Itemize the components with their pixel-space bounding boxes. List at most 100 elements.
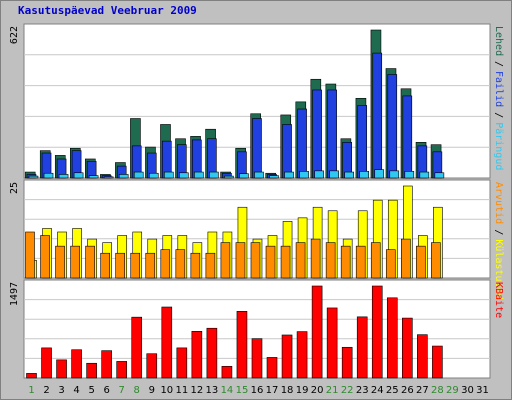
bar-kbaite — [356, 316, 368, 379]
bar-paringud — [148, 172, 159, 179]
chart-title: Kasutuspäevad Veebruar 2009 — [18, 4, 197, 17]
bar-failid — [282, 124, 292, 179]
y-max-label-bottom: 1497 — [9, 282, 20, 306]
bar-kbaite — [206, 327, 218, 379]
bar-paringud — [73, 172, 84, 179]
bar-kbaite — [191, 330, 203, 379]
bar-kbaite — [236, 311, 248, 379]
bar-paringud — [194, 171, 204, 179]
bar-kbaite — [221, 366, 233, 379]
bar-paringud — [434, 172, 445, 179]
bar-paringud — [404, 171, 415, 179]
bar-kbaite — [26, 373, 37, 379]
bar-arvutid — [130, 252, 141, 279]
bar-kbaite — [311, 285, 323, 379]
legend-top-1: Failid — [493, 71, 504, 107]
bar-kbaite — [417, 334, 428, 379]
legend-top-0: Lehed — [493, 26, 504, 56]
bar-paringud — [239, 173, 249, 179]
bar-kbaite — [176, 347, 188, 379]
day-label: 25 — [386, 385, 399, 396]
bar-kbaite — [386, 297, 398, 379]
bar-arvutid — [295, 242, 306, 279]
bar-arvutid — [355, 245, 366, 279]
legend-top-2: Päringud — [493, 122, 504, 170]
bar-kbaite — [326, 307, 338, 379]
bar-kbaite — [281, 334, 293, 379]
bar-paringud — [344, 171, 354, 179]
day-label: 20 — [311, 385, 324, 396]
bar-arvutid — [310, 238, 321, 279]
bar-failid — [357, 105, 368, 179]
bar-failid — [327, 89, 337, 179]
bar-failid — [312, 89, 322, 179]
bar-paringud — [103, 176, 114, 179]
bar-arvutid — [175, 249, 186, 279]
day-label: 19 — [296, 385, 309, 396]
legend-middle-1: Külastused — [493, 239, 504, 299]
day-label: 29 — [446, 385, 459, 396]
bar-arvutid — [265, 245, 276, 279]
bar-arvutid — [85, 245, 95, 279]
legend-middle-sep: / — [493, 229, 504, 235]
bar-arvutid — [401, 238, 411, 279]
day-label: 1 — [28, 385, 34, 396]
bar-arvutid — [235, 242, 246, 279]
legend-top-sep: / — [493, 112, 504, 118]
bar-kbaite — [251, 338, 263, 379]
bar-arvutid — [370, 242, 381, 279]
day-label: 16 — [251, 385, 264, 396]
bar-kbaite — [131, 316, 143, 379]
day-label: 10 — [160, 385, 173, 396]
legend-bottom-0: KBaite — [493, 282, 504, 318]
day-label: 17 — [266, 385, 279, 396]
bar-kbaite — [341, 346, 353, 379]
bar-paringud — [209, 171, 219, 179]
bar-paringud — [269, 175, 279, 179]
day-label: 15 — [236, 385, 249, 396]
bar-paringud — [58, 174, 69, 179]
bar-kbaite — [146, 353, 158, 379]
bar-kbaite — [71, 349, 82, 379]
day-label: 28 — [431, 385, 444, 396]
bar-paringud — [314, 170, 324, 179]
bar-paringud — [359, 171, 370, 179]
day-label: 6 — [103, 385, 109, 396]
day-label: 5 — [88, 385, 94, 396]
bar-arvutid — [55, 245, 65, 279]
bar-arvutid — [115, 252, 125, 279]
day-label: 21 — [326, 385, 339, 396]
bar-arvutid — [385, 249, 396, 279]
bar-arvutid — [340, 245, 351, 279]
day-label: 8 — [134, 385, 140, 396]
bar-arvutid — [280, 245, 291, 279]
bar-failid — [402, 95, 413, 179]
day-label: 11 — [175, 385, 188, 396]
day-label: 31 — [476, 385, 489, 396]
bar-failid — [297, 108, 307, 179]
bar-paringud — [133, 171, 144, 179]
bar-kbaite — [161, 306, 173, 379]
y-max-label-top: 622 — [9, 26, 20, 44]
bar-kbaite — [41, 347, 52, 379]
bar-arvutid — [145, 252, 156, 279]
bar-arvutid — [250, 242, 261, 279]
bar-paringud — [284, 171, 294, 179]
bar-paringud — [43, 172, 54, 179]
legend-middle-0: Arvutid — [493, 182, 504, 224]
bar-failid — [252, 118, 262, 179]
bar-paringud — [254, 171, 264, 179]
bar-arvutid — [431, 242, 441, 279]
legend-top-sep: / — [493, 61, 504, 67]
bar-paringud — [118, 174, 129, 179]
bar-failid — [387, 74, 398, 179]
day-label: 12 — [191, 385, 204, 396]
bar-paringud — [163, 171, 174, 179]
day-label: 9 — [149, 385, 155, 396]
bar-arvutid — [40, 235, 50, 279]
bar-kbaite — [371, 285, 383, 379]
bar-arvutid — [100, 252, 110, 279]
day-label: 27 — [416, 385, 429, 396]
day-label: 3 — [58, 385, 64, 396]
